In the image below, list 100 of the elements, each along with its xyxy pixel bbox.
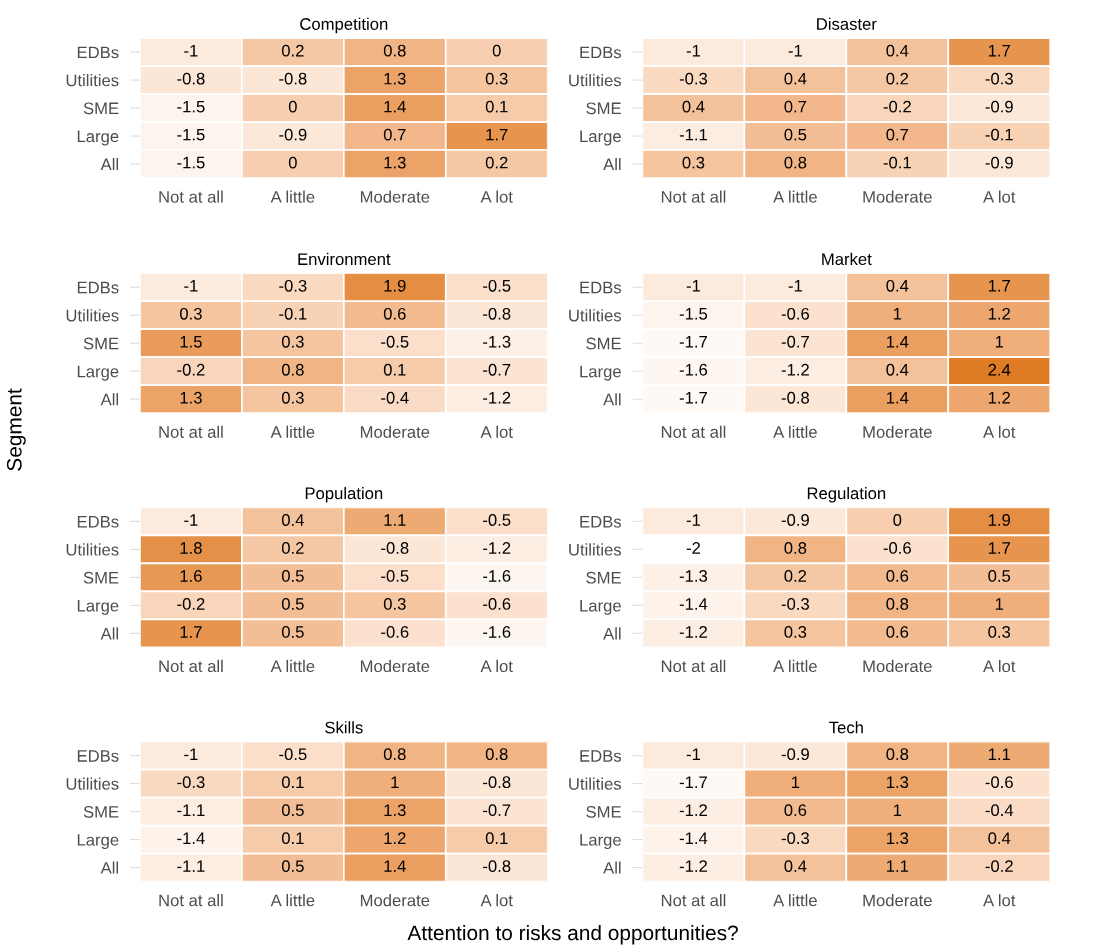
data-label: 1: [391, 776, 399, 788]
data-label: 0.2: [281, 542, 304, 554]
x-tick-label: Not at all: [661, 425, 726, 438]
data-label: 1.8: [180, 542, 202, 554]
data-label: -0.8: [279, 72, 307, 85]
data-label: -0.9: [279, 128, 307, 141]
data-label: 0.2: [784, 570, 807, 582]
data-label: -0.6: [381, 626, 409, 638]
y-tick-label: SME: [83, 571, 119, 584]
data-label: 0.7: [383, 128, 406, 141]
x-tick-label: Not at all: [661, 190, 726, 203]
data-label: -0.2: [177, 363, 205, 376]
data-label: 1.1: [988, 748, 1011, 760]
x-tick-label: A lot: [983, 894, 1016, 907]
data-label: -1.2: [679, 626, 707, 638]
data-label: -1: [686, 514, 701, 526]
data-label: 0.8: [383, 748, 406, 761]
data-label: -1.6: [483, 570, 511, 582]
x-tick-label: A little: [270, 659, 315, 673]
x-tick-label: Not at all: [159, 425, 223, 438]
data-label: 0.6: [784, 804, 807, 817]
data-label: -0.6: [483, 598, 511, 610]
x-tick-label: Not at all: [159, 190, 223, 203]
data-label: -0.7: [781, 335, 809, 348]
data-label: 1.4: [384, 100, 406, 113]
x-tick-label: A lot: [480, 894, 513, 907]
data-label: 1: [792, 776, 800, 788]
chart-title: Tech: [829, 721, 863, 734]
data-label: 2.4: [988, 363, 1011, 376]
x-tick-label: A lot: [983, 190, 1016, 203]
data-label: 0.3: [485, 72, 508, 85]
data-label: 1.4: [886, 336, 909, 348]
data-label: -0.3: [781, 832, 809, 845]
x-tick-label: Moderate: [360, 894, 430, 907]
y-tick-label: SME: [586, 102, 621, 115]
data-label: 1.9: [988, 514, 1011, 526]
y-tick-label: Utilities: [569, 777, 622, 790]
data-label: -0.8: [381, 542, 409, 554]
data-label: -0.5: [483, 279, 511, 292]
data-label: -0.9: [985, 100, 1013, 113]
data-label: 0.8: [886, 598, 909, 610]
data-label: -2: [686, 542, 701, 554]
y-tick-label: EDBs: [77, 515, 119, 528]
data-label: -1.5: [177, 156, 205, 169]
data-label: 0.4: [988, 832, 1011, 845]
y-tick-label: All: [100, 393, 119, 406]
x-tick-label: Not at all: [159, 659, 223, 673]
data-label: -0.6: [883, 542, 911, 554]
y-tick-label: Large: [77, 599, 119, 615]
data-label: 1.3: [886, 832, 909, 845]
data-label: 1.3: [384, 156, 406, 169]
y-tick-label: All: [100, 627, 119, 640]
data-label: -1: [788, 44, 802, 57]
data-label: 1.7: [180, 626, 202, 638]
data-label: -0.8: [483, 307, 511, 320]
data-label: 0: [288, 156, 297, 169]
data-label: 1.3: [886, 776, 909, 789]
data-label: 0.3: [383, 598, 406, 610]
y-tick-label: EDBs: [77, 281, 119, 294]
data-label: -1: [184, 280, 198, 292]
data-label: -0.9: [781, 748, 809, 761]
y-tick-label: Large: [580, 834, 621, 850]
y-tick-label: Large: [580, 599, 621, 615]
y-tick-label: Utilities: [569, 309, 622, 322]
data-label: 1.9: [384, 279, 406, 292]
y-tick-label: All: [603, 157, 621, 171]
data-label: -0.3: [279, 279, 307, 292]
data-label: -0.2: [883, 100, 911, 113]
chart-title: Market: [822, 252, 872, 266]
y-tick-label: All: [603, 627, 621, 640]
data-label: -0.9: [781, 514, 809, 526]
chart-title: Disaster: [817, 17, 877, 30]
data-label: -0.8: [781, 391, 809, 404]
y-tick-label: SME: [83, 102, 119, 115]
data-label: -1.2: [483, 542, 511, 554]
x-tick-label: A little: [773, 659, 817, 673]
y-tick-label: Utilities: [569, 74, 622, 87]
data-label: 1.4: [384, 860, 406, 872]
data-label: -1.5: [177, 100, 205, 113]
data-label: 0.8: [784, 156, 807, 169]
data-label: 0.3: [682, 156, 705, 169]
data-label: 0.6: [886, 570, 909, 582]
data-label: 0.8: [784, 542, 807, 554]
data-label: 0: [893, 514, 902, 526]
data-label: -0.4: [985, 804, 1014, 817]
x-tick-label: Moderate: [360, 190, 430, 203]
data-label: -0.3: [985, 72, 1013, 85]
y-tick-label: SME: [83, 337, 119, 350]
data-label: 1: [995, 336, 1004, 348]
data-label: 0.1: [485, 832, 508, 845]
data-label: -1: [788, 280, 802, 292]
data-label: -0.5: [483, 514, 511, 526]
data-label: -1.7: [679, 336, 707, 348]
data-label: 1.2: [988, 391, 1010, 404]
data-label: 1.3: [384, 72, 406, 85]
x-tick-label: A little: [270, 190, 315, 203]
data-label: -0.7: [483, 363, 511, 376]
data-label: 0.4: [886, 279, 909, 292]
data-label: -1.6: [679, 363, 708, 376]
data-label: 1.5: [180, 336, 202, 348]
